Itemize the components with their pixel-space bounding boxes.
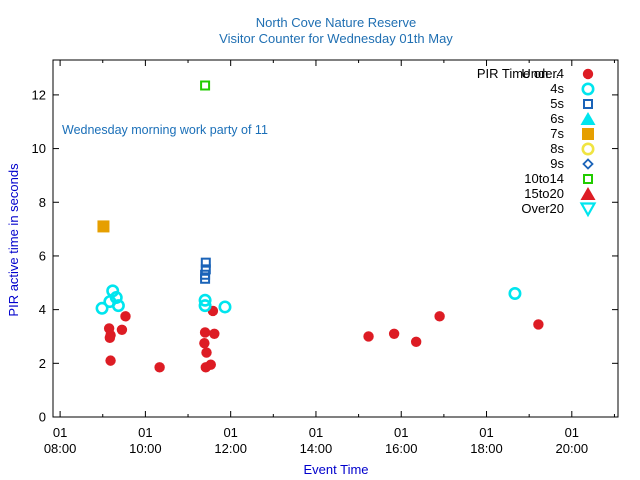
data-point-Under4	[154, 362, 165, 373]
x-tick-label-day: 01	[479, 425, 493, 440]
legend-marker-Under4	[582, 68, 594, 80]
y-axis-label: PIR active time in seconds	[6, 163, 21, 317]
x-axis-label: Event Time	[303, 462, 368, 477]
legend-title: PIR Time on ..	[477, 66, 559, 81]
data-point-Under4	[533, 319, 544, 330]
x-tick-label-day: 01	[565, 425, 579, 440]
legend-label-9s: 9s	[550, 156, 564, 171]
data-point-10to14	[200, 80, 211, 91]
data-point-4s	[198, 293, 212, 307]
data-point-Under4	[199, 337, 210, 349]
legend-marker-Over20	[579, 202, 597, 218]
legend-marker-8s	[581, 142, 595, 156]
legend-label-8s: 8s	[550, 141, 564, 156]
data-point-Under4	[209, 328, 220, 339]
legend-label-Under4: Under4	[521, 66, 564, 81]
plot-area	[52, 59, 619, 418]
chart-subtitle: Visitor Counter for Wednesday 01th May	[219, 31, 453, 46]
legend-marker-6s	[580, 112, 596, 125]
legend-label-4s: 4s	[550, 81, 564, 96]
x-axis: 0108:000110:000112:000114:000116:000118:…	[44, 60, 615, 456]
data-point-4s	[109, 291, 123, 305]
data-point-Under4	[363, 331, 374, 342]
data-point-4s	[95, 301, 109, 315]
data-point-Under4	[105, 355, 116, 366]
x-tick-label-time: 20:00	[556, 441, 589, 456]
data-point-4s	[106, 284, 120, 298]
annotation-work-party: Wednesday morning work party of 11	[62, 123, 268, 137]
data-point-Under4	[104, 332, 116, 344]
legend-marker-5s	[583, 99, 593, 109]
x-tick-label-time: 12:00	[214, 441, 247, 456]
x-tick-label-time: 10:00	[129, 441, 162, 456]
legend-marker-9s	[582, 158, 594, 170]
y-tick-label: 10	[32, 141, 46, 156]
data-point-5s	[200, 273, 211, 284]
legend-label-Over20: Over20	[521, 201, 564, 216]
x-tick-label-day: 01	[53, 425, 67, 440]
legend-marker-4s	[581, 82, 595, 96]
data-point-Under4	[388, 328, 400, 339]
data-point-4s	[111, 299, 125, 313]
x-tick-label-day: 01	[394, 425, 408, 440]
x-tick-label-day: 01	[223, 425, 237, 440]
x-tick-label-time: 18:00	[470, 441, 503, 456]
y-tick-label: 0	[39, 410, 46, 425]
data-point-Under4	[120, 311, 131, 322]
plot-frame	[52, 59, 619, 418]
data-points	[95, 80, 544, 373]
legend-label-5s: 5s	[550, 96, 564, 111]
data-point-Under4	[199, 327, 211, 338]
legend-marker-15to20	[580, 187, 596, 200]
data-point-4s	[508, 287, 522, 301]
y-tick-label: 2	[39, 356, 46, 371]
x-tick-label-time: 08:00	[44, 441, 77, 456]
y-tick-label: 4	[39, 302, 46, 317]
x-tick-label-day: 01	[309, 425, 323, 440]
legend-marker-10to14	[583, 174, 593, 184]
legend-label-7s: 7s	[550, 126, 564, 141]
data-point-4s	[198, 299, 212, 313]
x-tick-label-time: 16:00	[385, 441, 418, 456]
data-point-7s	[97, 220, 110, 233]
legend-label-6s: 6s	[550, 111, 564, 126]
data-point-5s	[200, 264, 211, 275]
data-point-4s	[218, 300, 232, 314]
chart-title: North Cove Nature Reserve	[256, 15, 416, 30]
legend-marker-7s	[582, 128, 594, 140]
data-point-Under4	[116, 324, 128, 335]
legend-label-15to20: 15to20	[524, 186, 564, 201]
data-point-5s	[200, 257, 211, 268]
y-tick-label: 6	[39, 248, 46, 263]
legend-label-10to14: 10to14	[524, 171, 564, 186]
x-tick-label-time: 14:00	[300, 441, 333, 456]
legend: PIR Time on .. Under44s5s6s7s8s9s10to141…	[477, 66, 597, 218]
y-tick-label: 8	[39, 195, 46, 210]
y-tick-label: 12	[32, 87, 46, 102]
y-axis: 0 2 4 6 8 10 12	[32, 87, 618, 425]
data-point-Under4	[201, 347, 212, 358]
data-point-Under4	[205, 359, 216, 370]
x-tick-label-day: 01	[138, 425, 152, 440]
data-point-Under4	[410, 336, 422, 348]
data-point-Under4	[434, 311, 445, 322]
